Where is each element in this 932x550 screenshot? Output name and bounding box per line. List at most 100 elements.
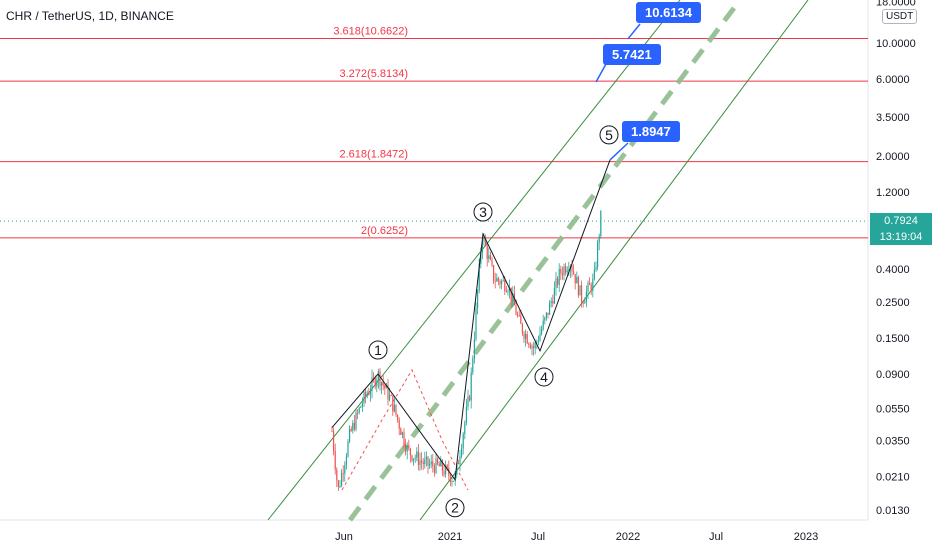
- candle-body: [523, 333, 525, 339]
- candle-body: [485, 237, 487, 246]
- candle-body: [421, 460, 423, 463]
- candle-body: [574, 274, 576, 284]
- current-price-badge: 0.7924: [870, 213, 932, 229]
- wave-label-circle: [473, 202, 493, 222]
- candle-body: [459, 456, 461, 465]
- price-tick-label: 2.0000: [876, 151, 910, 163]
- candle-body: [457, 462, 459, 465]
- candle-body: [536, 341, 538, 343]
- price-tick-label: 0.4000: [876, 264, 910, 276]
- price-tick-label: 0.0210: [876, 471, 910, 483]
- price-tick-label: 0.2500: [876, 297, 910, 309]
- candle-body: [560, 269, 562, 274]
- candle-body: [467, 396, 469, 407]
- candle-body: [545, 312, 547, 318]
- currency-unit-button[interactable]: USDT: [882, 9, 918, 24]
- candle-body: [483, 237, 485, 242]
- time-tick-label: 2021: [438, 531, 462, 543]
- price-tick-label: 10.0000: [876, 38, 916, 50]
- price-tick-label: 6.0000: [876, 74, 910, 86]
- candle-body: [462, 433, 464, 449]
- candle-body: [499, 281, 501, 285]
- candle-body: [403, 432, 405, 446]
- candle-body: [440, 460, 442, 467]
- callout-connector: [627, 23, 641, 40]
- wave-path: [331, 159, 611, 482]
- candle-body: [512, 293, 514, 301]
- candle-body: [430, 461, 432, 465]
- candle-body: [555, 278, 557, 288]
- channel-lower-line: [419, 0, 809, 521]
- candle-body: [473, 339, 475, 359]
- elliott-waves: 1 2 3 4 5: [331, 23, 641, 518]
- candle-body: [446, 465, 448, 468]
- candle-body: [387, 384, 389, 400]
- callout-connector: [595, 63, 607, 83]
- target-callout-1[interactable]: 10.6134: [636, 2, 701, 23]
- candle-body: [390, 395, 392, 396]
- candle-body: [419, 460, 421, 465]
- candle-body: [584, 301, 586, 304]
- target-callout-2[interactable]: 5.7421: [603, 44, 661, 65]
- target-callout-3[interactable]: 1.8947: [622, 121, 680, 142]
- candle-body: [413, 458, 415, 461]
- candle-body: [411, 455, 413, 461]
- candle-body: [539, 333, 541, 341]
- price-tick-label: 0.0130: [876, 505, 910, 517]
- wave-label-circle: [534, 367, 554, 387]
- candle-body: [557, 278, 559, 285]
- candle-body: [565, 266, 567, 273]
- candle-body: [547, 312, 549, 315]
- time-tick-label: Jul: [709, 531, 723, 543]
- candle-body: [371, 377, 373, 392]
- candle-body: [337, 480, 339, 487]
- candle-body: [489, 255, 491, 260]
- candle-body: [464, 422, 466, 434]
- callout-connector: [609, 142, 629, 161]
- candle-body: [510, 287, 512, 301]
- candle-body: [349, 428, 351, 442]
- candle-body: [465, 406, 467, 423]
- candle-body: [339, 485, 341, 487]
- candle-body: [417, 451, 419, 465]
- candle-body: [590, 284, 592, 291]
- time-tick-label: 2022: [616, 531, 640, 543]
- candle-body: [341, 473, 343, 486]
- candle-body: [475, 308, 477, 340]
- candle-body: [352, 422, 354, 431]
- candle-body: [558, 269, 560, 285]
- candle-body: [525, 333, 527, 339]
- candle-body: [515, 305, 517, 315]
- candle-body: [369, 391, 371, 395]
- candle-body: [398, 419, 400, 429]
- candle-body: [451, 481, 453, 483]
- candle-body: [461, 448, 463, 457]
- candle-body: [432, 461, 434, 467]
- candle-body: [501, 280, 503, 285]
- fib-label: 2(0.6252): [361, 225, 408, 237]
- candle-body: [589, 283, 591, 285]
- time-tick-label: Jun: [335, 531, 353, 543]
- time-tick-label: 2023: [794, 531, 818, 543]
- candle-body: [571, 266, 573, 272]
- candle-body: [331, 431, 333, 432]
- candle-body: [480, 252, 482, 264]
- candle-body: [493, 265, 495, 282]
- candle-body: [504, 280, 506, 292]
- candle-body: [405, 445, 407, 452]
- candle-body: [395, 404, 397, 415]
- candle-body: [520, 315, 522, 324]
- candle-body: [345, 456, 347, 465]
- candle-body: [600, 210, 602, 237]
- candle-body: [422, 462, 424, 464]
- candle-body: [438, 463, 440, 467]
- candle-body: [576, 277, 578, 284]
- candle-body: [358, 407, 360, 413]
- candle-body: [355, 412, 357, 430]
- candle-body: [333, 431, 335, 452]
- candle-body: [469, 396, 471, 401]
- candle-body: [350, 428, 352, 431]
- candle-body: [414, 457, 416, 459]
- candle-body: [502, 280, 504, 282]
